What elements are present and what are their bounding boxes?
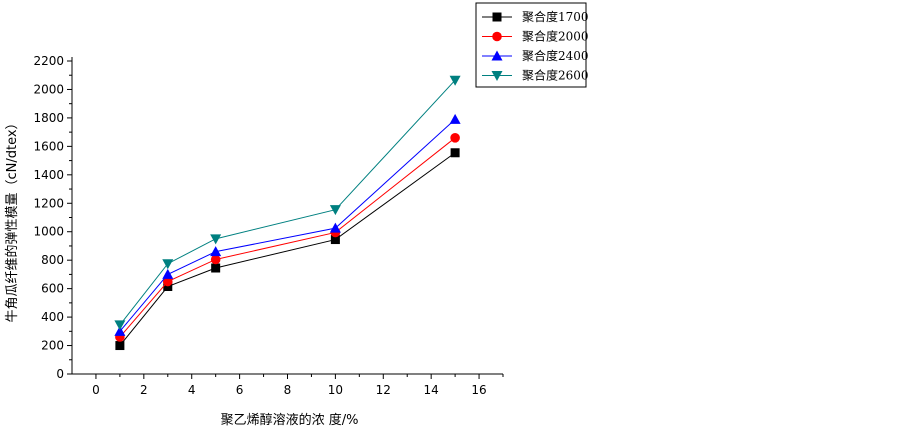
legend-item: 聚合度2400 [482,48,589,63]
data-point [162,276,173,287]
x-tick-label: 0 [92,383,100,397]
legend-item: 聚合度2600 [482,68,589,83]
data-point [449,113,461,124]
legend-marker [492,12,502,22]
data-point [162,268,174,279]
legend-marker [491,50,503,61]
legend-label: 聚合度1700 [522,9,589,24]
data-point [450,148,460,158]
x-tick-label: 4 [188,383,196,397]
legend-item: 聚合度2000 [482,29,589,44]
x-tick-label: 8 [284,383,292,397]
y-tick-label: 800 [41,253,64,267]
y-tick-label: 1200 [33,196,64,210]
legend: 聚合度1700 聚合度2000 聚合度2400 聚合度2600 [475,2,589,88]
data-point [114,320,126,331]
data-point [210,234,222,245]
y-tick-label: 2000 [33,82,64,96]
series-1 [115,148,460,351]
data-point [450,133,460,143]
data-point [114,325,126,336]
x-axis-title: 聚乙烯醇溶液的浓 度/% [221,412,359,428]
y-tick-label: 0 [56,367,64,381]
legend-marker [491,71,503,81]
x-tick-label: 14 [424,383,439,397]
legend-item: 聚合度1700 [482,9,589,24]
x-tick-label: 16 [471,383,486,397]
x-tick-label: 6 [236,383,244,397]
y-tick-label: 400 [41,310,64,324]
y-tick-label: 1600 [33,139,64,153]
series-4 [114,75,461,331]
legend-label: 聚合度2400 [522,48,589,63]
series-layer [114,75,461,351]
axes: 0 200 400 600 800 1000 1200 1400 1600 1800 2000 220… [33,54,504,397]
y-tick-label: 1800 [33,111,64,125]
data-point [329,205,341,216]
y-tick-label: 1400 [33,168,64,182]
legend-label: 聚合度2000 [522,29,589,44]
legend-marker [492,31,502,42]
data-point [162,259,174,270]
series-3 [114,113,461,336]
data-point [210,254,221,265]
data-point [449,75,461,86]
x-tick-label: 12 [376,383,391,397]
legend-label: 聚合度2600 [522,68,589,83]
x-tick-label: 2 [140,383,148,397]
x-tick-label: 10 [328,383,343,397]
y-tick-label: 200 [41,339,64,353]
data-point [329,222,341,233]
y-tick-label: 2200 [33,54,64,68]
series-line [119,118,456,332]
data-point [211,263,221,273]
data-point [210,246,222,257]
data-point [163,282,173,292]
y-axis-title: 牛角瓜纤维的弹性模量（cN/dtex） [4,116,20,322]
series-line [119,152,456,346]
data-point [115,341,125,351]
y-tick-label: 600 [41,282,64,296]
data-point [330,235,340,245]
y-tick-label: 1000 [33,225,64,239]
